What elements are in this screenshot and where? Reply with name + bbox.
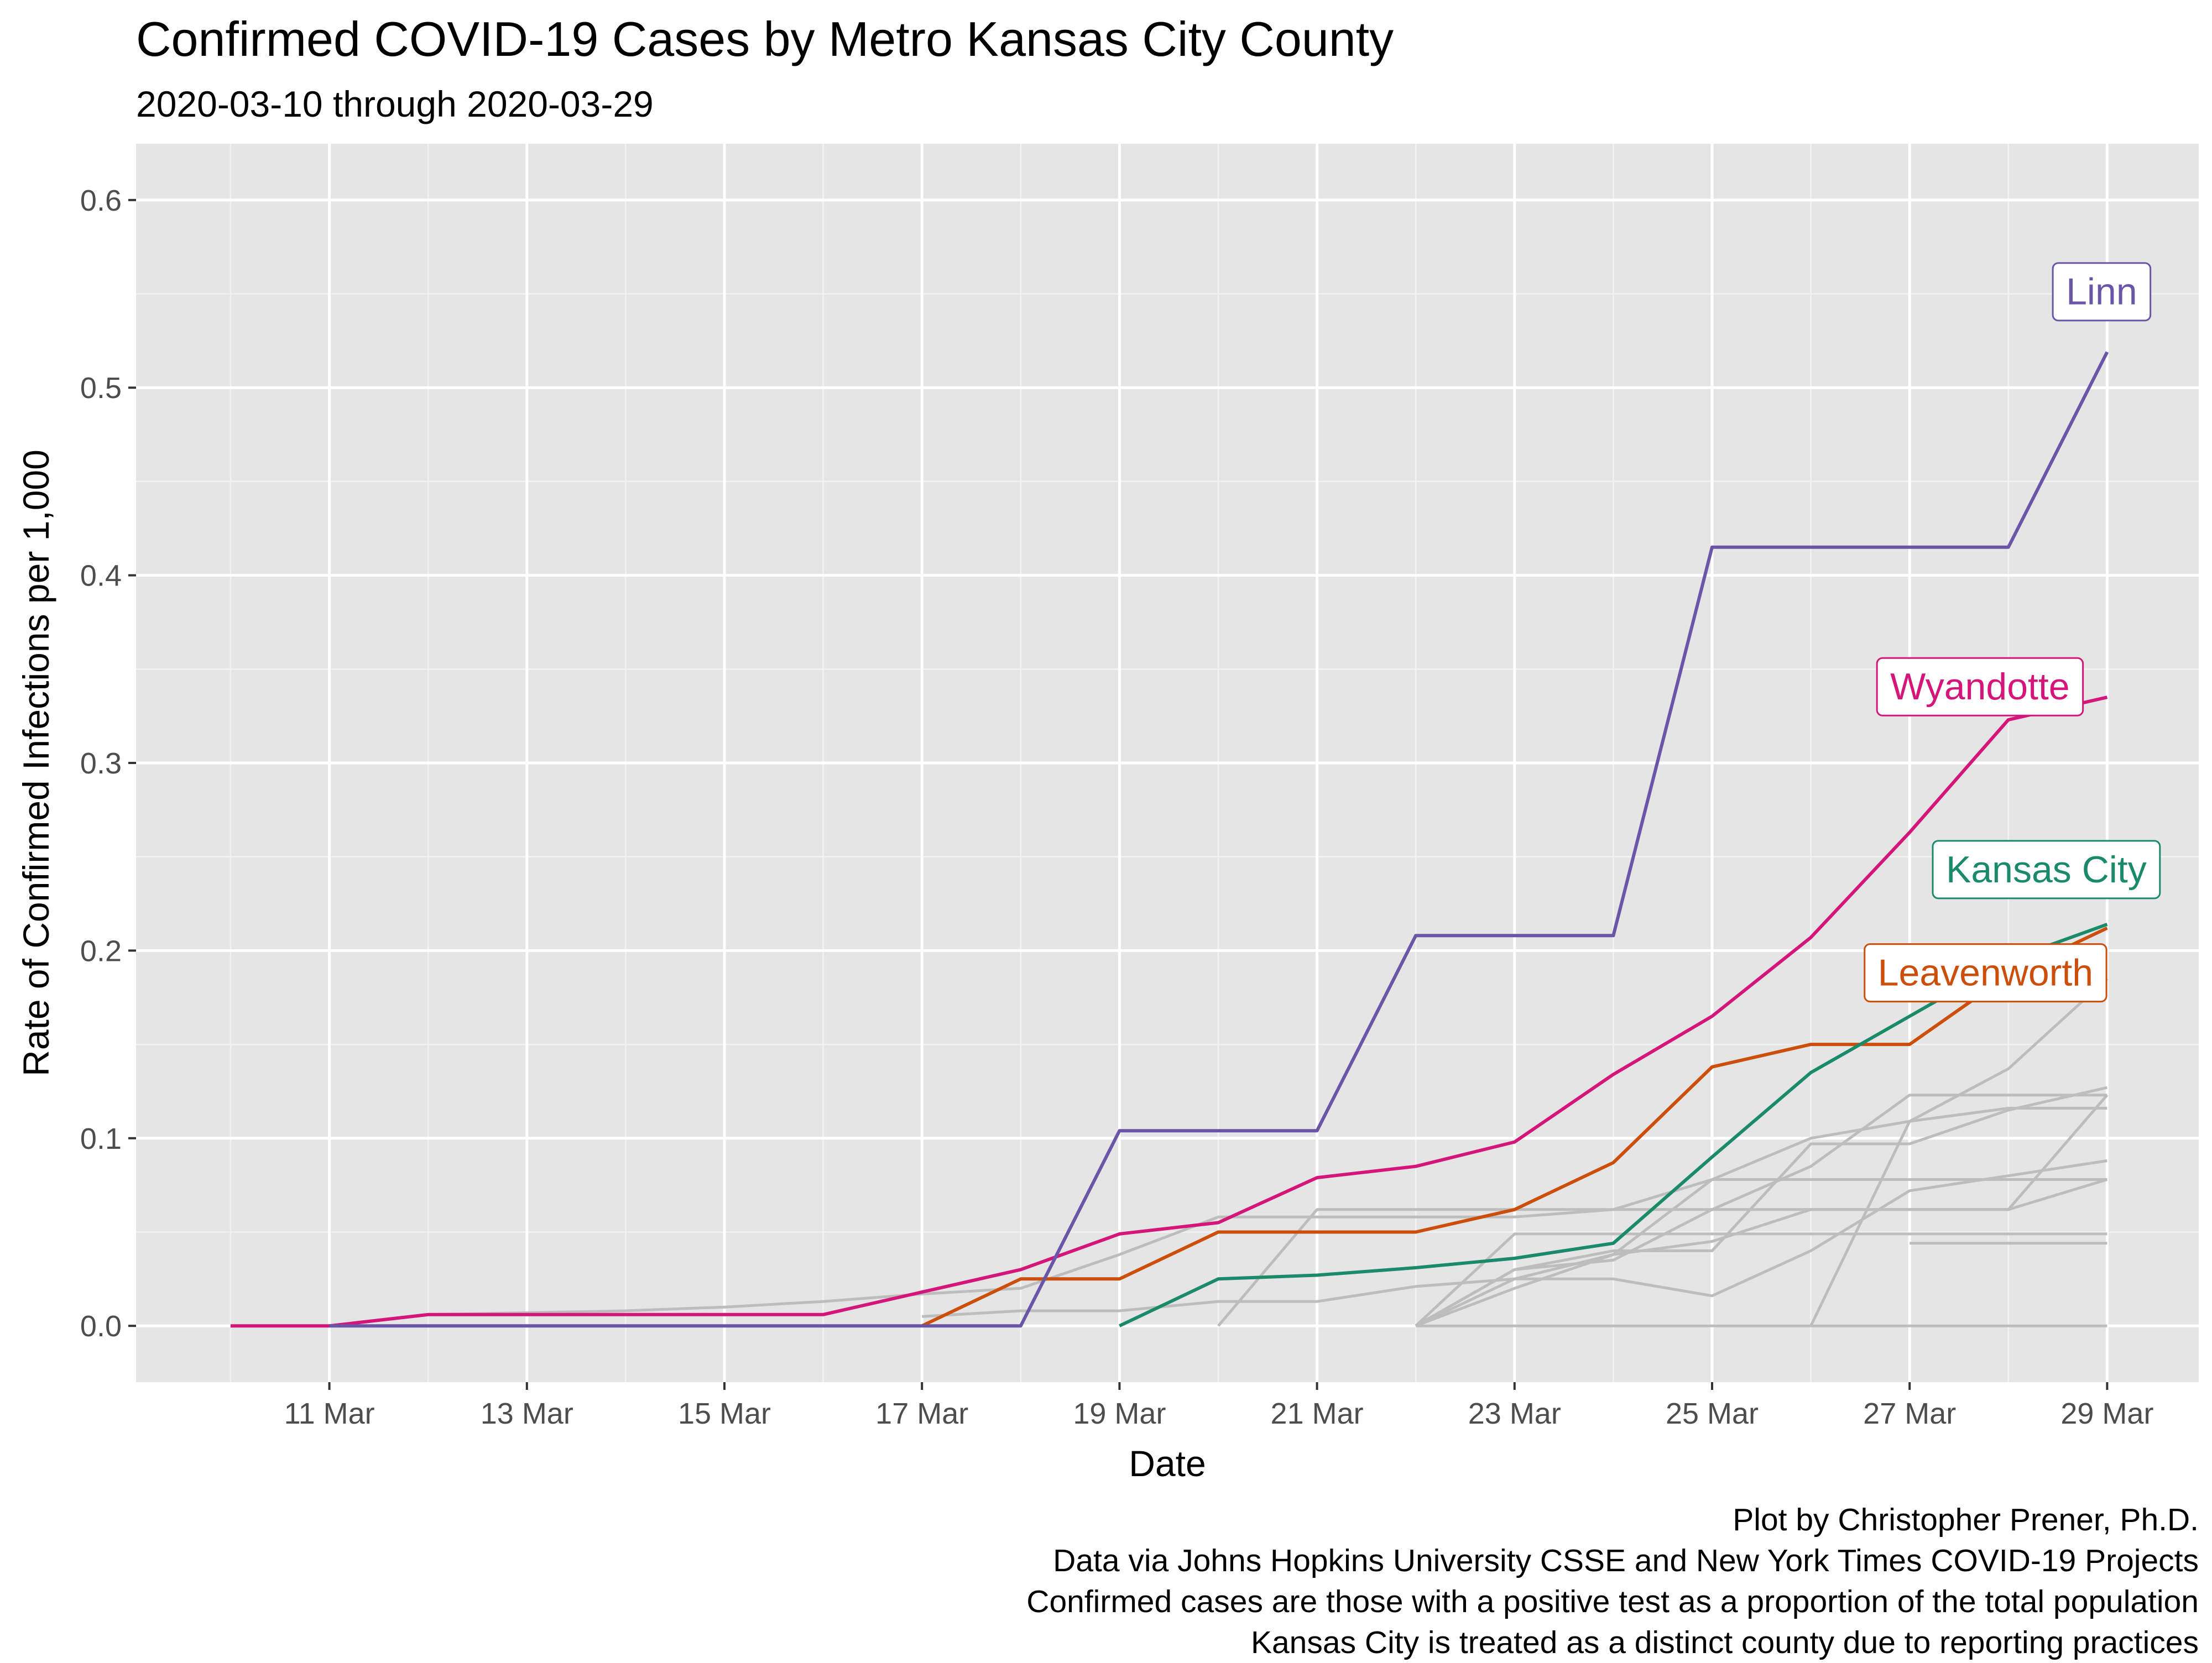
series-label-box (1864, 943, 2107, 1003)
background-series-line (1415, 1232, 2107, 1327)
x-tick-label: 19 Mar (1073, 1397, 1166, 1430)
x-tick-label: 15 Mar (678, 1397, 771, 1430)
y-axis: 0.0 0.1 0.2 0.3 0.4 0.5 0.6 (80, 184, 136, 1343)
background-series-line (1415, 1178, 2108, 1327)
y-tick-label: 0.6 (80, 184, 122, 217)
series-label-text: Wyandotte (1890, 666, 2069, 708)
series-line-linn (329, 351, 2109, 1328)
x-tick-label: 23 Mar (1468, 1397, 1561, 1430)
background-series-line (1809, 977, 2109, 1327)
series-label-leavenworth: Leavenworth (1864, 943, 2107, 1003)
series-label-kansas-city: Kansas City (1932, 840, 2161, 900)
caption-line-definition: Confirmed cases are those with a positiv… (1026, 1584, 2199, 1619)
y-tick-label: 0.4 (80, 559, 122, 593)
x-tick-label: 11 Mar (284, 1397, 375, 1430)
caption-line-author: Plot by Christopher Prener, Ph.D. (1733, 1502, 2199, 1538)
series-label-text: Linn (2066, 271, 2137, 313)
series-label-text: Kansas City (1946, 849, 2147, 891)
y-tick-label: 0.1 (80, 1122, 122, 1155)
series-line-leavenworth (921, 926, 2108, 1327)
x-tick-label: 21 Mar (1271, 1397, 1364, 1430)
series-label-wyandotte: Wyandotte (1876, 657, 2084, 717)
series-label-box (1932, 840, 2161, 900)
background-series-line (1415, 1086, 2107, 1327)
y-tick-label: 0.3 (80, 747, 122, 780)
x-tick-label: 17 Mar (875, 1397, 968, 1430)
chart-subtitle: 2020-03-10 through 2020-03-29 (136, 83, 654, 124)
background-series-line (1415, 1094, 2107, 1327)
y-tick-label: 0.0 (80, 1310, 122, 1343)
chart-title: Confirmed COVID-19 Cases by Metro Kansas… (136, 12, 1394, 66)
y-tick-label: 0.2 (80, 934, 122, 968)
major-gridlines (136, 144, 2199, 1382)
x-tick-label: 29 Mar (2060, 1397, 2153, 1430)
caption: Plot by Christopher Prener, Ph.D. Data v… (1026, 1499, 2199, 1663)
series-line-wyandotte (231, 695, 2108, 1328)
series-label-box (1876, 657, 2084, 717)
series-label-box (2052, 262, 2152, 322)
x-axis-title: Date (1129, 1443, 1206, 1484)
caption-line-note: Kansas City is treated as a distinct cou… (1250, 1625, 2199, 1660)
background-series-line (1415, 1178, 2107, 1327)
series-label-linn: Linn (2052, 262, 2152, 322)
series-label-text: Leavenworth (1878, 952, 2093, 994)
y-axis-title: Rate of Confirmed Infections per 1,000 (15, 449, 56, 1076)
x-axis: 11 Mar 13 Mar 15 Mar 17 Mar 19 Mar 21 Mar 23 M… (284, 1382, 2153, 1430)
series-labels-group: Linn Wyandotte Kansas City Leavenworth (1864, 262, 2161, 1003)
caption-line-source: Data via Johns Hopkins University CSSE a… (1053, 1543, 2199, 1578)
background-series-line (428, 1107, 2107, 1316)
x-tick-label: 25 Mar (1666, 1397, 1759, 1430)
y-tick-label: 0.5 (80, 372, 122, 405)
x-tick-label: 13 Mar (481, 1397, 573, 1430)
x-tick-label: 27 Mar (1863, 1397, 1956, 1430)
background-series-group (428, 977, 2109, 1327)
